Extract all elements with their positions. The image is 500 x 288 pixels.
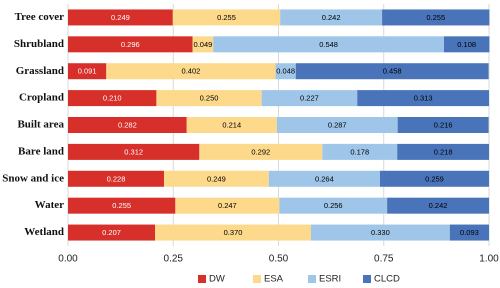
bar-segment (175, 197, 280, 214)
value-label: 0.242 (322, 13, 341, 22)
x-tick-label: 0.75 (374, 254, 394, 265)
value-label: 0.207 (102, 228, 121, 237)
bar-segment (310, 224, 450, 241)
x-tick-label: 1.00 (479, 254, 499, 265)
y-tick-label: Cropland (19, 92, 64, 104)
value-label: 0.216 (434, 120, 453, 129)
value-label: 0.312 (124, 147, 143, 156)
x-tick-label: 0.50 (269, 254, 289, 265)
bar-segment (280, 9, 383, 26)
y-tick-label: Shrubland (14, 38, 64, 50)
value-label: 0.228 (107, 174, 126, 183)
bar-segment (163, 170, 269, 187)
value-label: 0.218 (434, 147, 453, 156)
bar-segment (449, 224, 489, 241)
value-label: 0.548 (319, 40, 338, 49)
bar-segment (382, 9, 490, 26)
value-label: 0.287 (328, 120, 347, 129)
value-label: 0.264 (315, 174, 334, 183)
value-label: 0.259 (425, 174, 444, 183)
value-label: 0.247 (218, 201, 237, 210)
bar-segment (443, 36, 490, 53)
bar-segment (68, 63, 107, 80)
y-tick-label: Built area (17, 119, 64, 131)
value-label: 0.255 (217, 13, 236, 22)
legend-swatch (198, 275, 206, 283)
legend-label: DW (209, 274, 225, 285)
bar-segment (268, 170, 380, 187)
value-label: 0.282 (118, 120, 137, 129)
x-tick-label: 0.25 (164, 254, 184, 265)
bar-segment (156, 90, 262, 107)
bar-segment (261, 90, 358, 107)
value-label: 0.370 (224, 228, 243, 237)
value-label: 0.227 (300, 94, 319, 103)
y-tick-label: Bare land (18, 145, 64, 157)
value-label: 0.093 (460, 228, 479, 237)
y-tick-label: Tree cover (15, 11, 64, 23)
value-label: 0.292 (251, 147, 270, 156)
value-label: 0.255 (112, 201, 131, 210)
legend-label: ESA (264, 274, 284, 285)
bar-segment (155, 224, 311, 241)
bar-segment (68, 224, 156, 241)
legend-swatch (253, 275, 261, 283)
value-label: 0.249 (111, 13, 130, 22)
bar-segment (275, 63, 296, 80)
y-tick-label: Water (35, 199, 64, 211)
y-tick-label: Wetland (24, 226, 64, 238)
y-tick-label: Snow and ice (2, 172, 64, 184)
legend-swatch (308, 275, 316, 283)
value-label: 0.256 (324, 201, 343, 210)
value-label: 0.049 (194, 40, 213, 49)
value-label: 0.108 (457, 40, 476, 49)
x-tick-label: 0.00 (58, 254, 78, 265)
bar-segment (68, 170, 164, 187)
value-label: 0.048 (276, 67, 295, 76)
value-label: 0.250 (200, 94, 219, 103)
bar-segment (68, 36, 193, 53)
value-label: 0.296 (121, 40, 140, 49)
bar-segment (186, 117, 277, 133)
bar-segment (68, 117, 187, 133)
bar-segment (322, 143, 398, 160)
value-label: 0.214 (222, 120, 241, 129)
value-label: 0.402 (182, 67, 201, 76)
bar-segment (397, 143, 489, 160)
bar-segment (357, 90, 489, 107)
value-label: 0.255 (426, 13, 445, 22)
bar-segment (106, 63, 276, 80)
bar-segment (397, 117, 489, 133)
bar-segment (213, 36, 444, 53)
bar-segment (379, 170, 489, 187)
value-label: 0.330 (371, 228, 390, 237)
value-label: 0.249 (207, 174, 226, 183)
bar-segment (68, 143, 200, 160)
bar-segment (199, 143, 323, 160)
bar-segment (276, 117, 398, 133)
bar-segment (192, 36, 214, 53)
bar-segment (279, 197, 388, 214)
value-label: 0.091 (78, 67, 97, 76)
bar-segment (68, 9, 173, 26)
value-label: 0.313 (414, 94, 433, 103)
value-label: 0.210 (103, 94, 122, 103)
value-label: 0.242 (429, 201, 448, 210)
y-tick-label: Grassland (16, 65, 64, 77)
bar-segment (68, 197, 176, 214)
bar-segment (68, 90, 157, 107)
bar-segment (387, 197, 489, 214)
value-label: 0.458 (383, 67, 402, 76)
legend-label: CLCD (374, 274, 400, 285)
legend-label: ESRI (319, 274, 341, 285)
legend-swatch (363, 275, 371, 283)
value-label: 0.178 (350, 147, 369, 156)
bar-segment (295, 63, 489, 80)
bar-segment (172, 9, 281, 26)
